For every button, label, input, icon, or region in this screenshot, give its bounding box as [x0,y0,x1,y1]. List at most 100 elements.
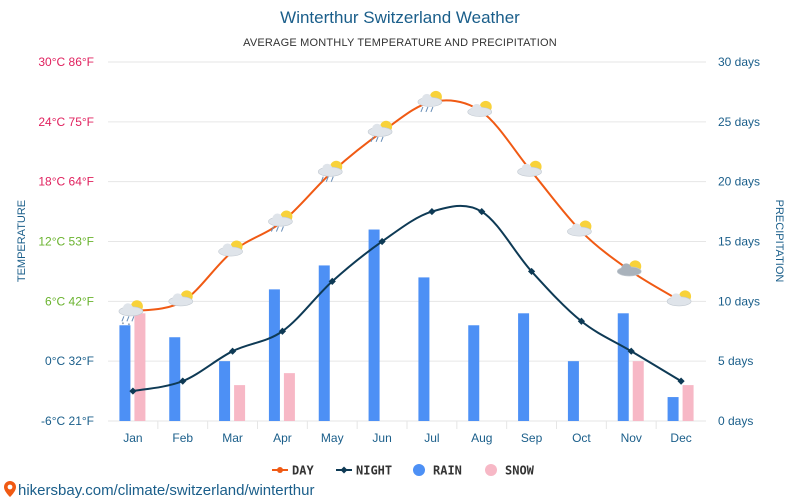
legend-item-rain[interactable]: RAIN [413,464,462,478]
sun-cloud-rain-snow-icon [118,300,144,326]
left-tick-label: 6°C 42°F [45,294,94,308]
rain-drop [270,226,274,232]
month-label: Jan [123,431,142,445]
legend-label: NIGHT [356,464,392,478]
sun-cloud-rain-icon [367,120,393,142]
legend-item-night[interactable]: NIGHT [336,464,392,478]
night-point [677,377,685,385]
sun-cloud-icon [666,290,692,307]
snow-bar [283,373,295,421]
rain-drop [330,176,334,182]
cloud-shape [671,293,682,304]
cloud-shape [172,293,183,304]
y2-axis-label: PRECIPITATION [773,200,785,283]
right-tick-label: 20 days [718,175,760,189]
night-point [179,377,187,385]
month-label: Apr [273,431,292,445]
right-tick-label: 25 days [718,115,760,129]
sun-cloud-icon [467,100,493,117]
rain-bar [418,277,430,421]
day-line [132,99,682,313]
weather-icons [118,90,692,326]
month-label: Dec [670,431,691,445]
rain-bar [169,337,181,421]
left-tick-label: 18°C 64°F [38,175,94,189]
night-point [228,347,237,355]
left-tick-label: 0°C 32°F [45,354,94,368]
rain-bar [518,313,530,421]
cloud-shape [122,303,133,314]
rain-drop [320,176,324,182]
legend-label: SNOW [505,464,535,478]
cloud-shape [521,163,532,174]
axes: 30°C 86°F 24°C 75°F 18°C 64°F 12°C 53°F 6°C … [38,55,760,445]
legend-marker [340,466,348,474]
rain-drop [121,316,125,322]
rain-bar [468,325,480,421]
precipitation-bars [119,229,694,421]
night-point [527,267,536,276]
sun-cloud-icon [517,160,542,177]
sun-cloud-icon [168,290,194,307]
legend-item-snow[interactable]: SNOW [485,464,535,478]
rain-bar [667,397,679,421]
legend: DAY NIGHT RAIN SNOW [272,464,535,478]
chart-subtitle: AVERAGE MONTHLY TEMPERATURE AND PRECIPIT… [243,37,557,49]
temperature-lines [129,98,685,395]
rain-drop [131,316,135,322]
sun-cloud-rain-icon [268,210,293,232]
right-tick-label: 15 days [718,235,760,249]
month-label: May [321,431,344,445]
rain-drop [430,106,434,113]
chart-title: Winterthur Switzerland Weather [280,8,520,27]
rain-drop [425,106,429,113]
left-tick-label: 12°C 53°F [38,235,94,249]
left-tick-label: 24°C 75°F [38,115,94,129]
snow-bar [682,385,694,421]
rain-drop [420,106,424,113]
rain-bar [119,325,131,421]
month-label: Aug [471,431,492,445]
snow-bar [134,313,146,421]
sun-cloud-rain-icon [417,90,443,113]
rain-bar [617,313,629,421]
night-point [278,327,287,335]
rain-bar [318,265,330,421]
month-label: Oct [572,431,591,445]
cloud-shape [272,213,283,224]
month-label: Jun [372,431,391,445]
snow-bar [632,361,644,421]
legend-item-day[interactable]: DAY [272,464,314,478]
legend-marker [277,467,283,473]
night-point [378,237,386,246]
right-tick-label: 10 days [718,294,760,308]
right-tick-label: 5 days [718,354,753,368]
sun-cloud-icon [567,220,592,237]
rain-drop [325,176,329,182]
sun-cloud-rain-icon [317,160,343,182]
month-label: Jul [424,431,439,445]
legend-label: DAY [292,464,314,478]
legend-label: RAIN [433,464,462,478]
rain-bar [268,289,280,421]
cloud-shape [222,243,233,254]
sun-cloud-icon [218,240,243,257]
night-point [627,347,635,355]
sun-cloud-dark-icon [616,260,642,277]
left-tick-label: 30°C 86°F [38,55,94,69]
y-axis-label: TEMPERATURE [16,200,28,282]
night-point [478,207,486,216]
night-line [132,204,682,393]
cloud-shape [322,163,333,174]
source-link[interactable]: hikersbay.com/climate/switzerland/winter… [18,482,315,499]
cloud-shape [421,93,432,104]
source-footer[interactable]: hikersbay.com/climate/switzerland/winter… [4,481,315,499]
month-label: Sep [521,431,543,445]
rain-drop [280,226,284,232]
snow-bar [234,385,246,421]
right-tick-label: 30 days [718,55,760,69]
left-tick-label: -6°C 21°F [41,414,94,428]
month-label: Nov [621,431,642,445]
cloud-shape [372,123,383,134]
